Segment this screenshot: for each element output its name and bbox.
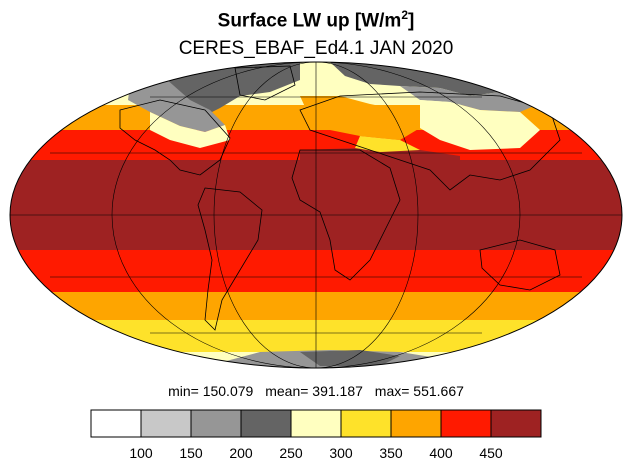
region-canada-cold [128, 78, 225, 132]
region-canada-pale [150, 112, 230, 148]
legend-box-4 [290, 409, 342, 438]
map-border [9, 61, 623, 369]
legend-label-350: 350 [379, 445, 403, 461]
coast-greenland [234, 65, 296, 101]
region-europe-orange [300, 96, 420, 140]
legend-box-8 [490, 409, 542, 438]
coast-australia [479, 239, 561, 291]
legend-boxes [90, 409, 542, 438]
stat-max: max= 551.667 [374, 383, 464, 399]
coast-eurasia [299, 91, 561, 191]
coast-africa [291, 149, 401, 281]
stat-min: min= 150.079 [168, 383, 254, 399]
legend-box-0 [90, 409, 142, 438]
legend-labels: 100 150 200 250 300 350 400 450 [129, 445, 503, 461]
legend-label-450: 450 [479, 445, 503, 461]
map-title: Surface LW up [W/m2] [217, 8, 415, 32]
region-med-yellow [355, 136, 420, 152]
region-antarctica-dark [300, 350, 400, 366]
legend-label-100: 100 [129, 445, 153, 461]
stat-mean: mean= 391.187 [265, 383, 363, 399]
legend-label-400: 400 [429, 445, 453, 461]
stats-line: min= 150.079 mean= 391.187 max= 551.667 [0, 383, 632, 399]
legend-box-3 [240, 409, 292, 438]
legend-box-5 [340, 409, 392, 438]
coast-south-america [197, 187, 263, 331]
world-map [9, 61, 623, 369]
legend-box-7 [440, 409, 492, 438]
legend-box-6 [390, 409, 442, 438]
coast-north-america [119, 99, 231, 176]
legend-label-200: 200 [229, 445, 253, 461]
legend-label-300: 300 [329, 445, 353, 461]
legend-box-2 [190, 409, 242, 438]
region-sahara [300, 148, 460, 172]
map-subtitle: CERES_EBAF_Ed4.1 JAN 2020 [178, 38, 454, 59]
legend-box-1 [140, 409, 192, 438]
legend-label-250: 250 [279, 445, 303, 461]
coastlines [119, 65, 561, 331]
region-asia-pale [420, 100, 540, 150]
legend-label-150: 150 [179, 445, 203, 461]
